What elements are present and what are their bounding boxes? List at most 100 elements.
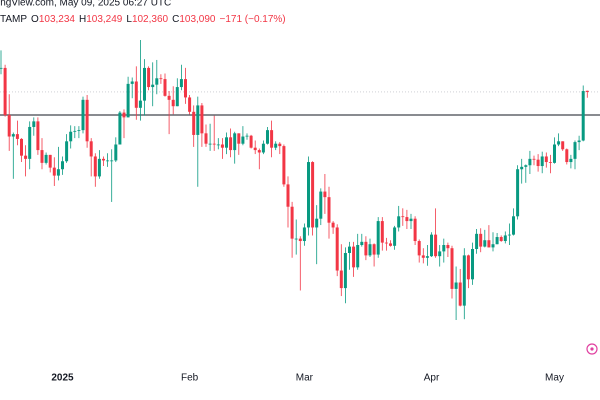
candle-body bbox=[229, 137, 233, 151]
candle-body bbox=[393, 227, 397, 246]
candle-body bbox=[327, 197, 331, 223]
candle-body bbox=[233, 133, 237, 151]
candle-body bbox=[446, 245, 450, 249]
candle-body bbox=[315, 218, 319, 228]
candle-body bbox=[335, 227, 339, 271]
candle-body bbox=[130, 81, 134, 84]
readout-value: 102,360 bbox=[132, 14, 169, 25]
readout-label: C bbox=[172, 14, 179, 25]
candle-body bbox=[430, 234, 433, 257]
candle-body bbox=[397, 216, 401, 228]
ohlc-readout: TAMP O103,234 H103,249 L102,360 C103,090 −171… bbox=[0, 14, 286, 25]
candle-body bbox=[384, 242, 388, 244]
candle-body bbox=[7, 114, 11, 137]
readout-value: 103,090 bbox=[179, 14, 216, 25]
candle-body bbox=[577, 140, 581, 143]
x-tick-label: 2025 bbox=[51, 373, 74, 384]
candle-body bbox=[261, 143, 265, 153]
candle-body bbox=[573, 142, 577, 159]
chart-title: ingView.com, May 09, 2025 06:27 UTC bbox=[0, 0, 171, 9]
candle-body bbox=[118, 112, 122, 145]
candle-body bbox=[48, 154, 52, 168]
candle-body bbox=[73, 130, 77, 132]
candle-body bbox=[167, 95, 171, 100]
candle-body bbox=[212, 143, 216, 145]
candle-body bbox=[548, 162, 552, 163]
candle-body bbox=[565, 149, 569, 163]
candle-body bbox=[36, 121, 40, 151]
candle-body bbox=[266, 130, 269, 144]
candle-body bbox=[323, 191, 327, 198]
candle-body bbox=[331, 222, 335, 228]
candle-body bbox=[466, 255, 470, 280]
candle-body bbox=[585, 90, 589, 92]
candle-body bbox=[356, 245, 360, 268]
time-axis: 2025 Feb Mar Apr May bbox=[51, 373, 564, 384]
candle-body bbox=[376, 221, 380, 255]
candle-body bbox=[524, 165, 528, 167]
candle-body bbox=[196, 105, 200, 135]
candle-body bbox=[179, 79, 183, 88]
candle-body bbox=[417, 241, 421, 256]
symbol: TAMP bbox=[0, 14, 27, 25]
candle-body bbox=[389, 243, 392, 246]
candle-body bbox=[516, 169, 520, 217]
candle-body bbox=[134, 81, 138, 108]
x-tick-label: Feb bbox=[181, 373, 199, 384]
candle-body bbox=[122, 112, 126, 118]
candle-body bbox=[24, 155, 28, 159]
candle-body bbox=[77, 130, 81, 131]
candle-body bbox=[487, 240, 491, 248]
candle-body bbox=[188, 97, 192, 112]
candle-body bbox=[462, 255, 466, 306]
candle-body bbox=[15, 134, 19, 139]
readout-label: H bbox=[79, 14, 86, 25]
candle-body bbox=[253, 147, 257, 151]
candle-body bbox=[241, 136, 245, 144]
candle-body bbox=[307, 162, 310, 228]
candle-body bbox=[352, 246, 356, 268]
candle-body bbox=[553, 144, 556, 163]
candle-body bbox=[503, 235, 507, 242]
candle-body bbox=[364, 241, 368, 256]
candle-body bbox=[434, 234, 438, 257]
candle-body bbox=[40, 150, 44, 163]
candle-body bbox=[44, 154, 48, 163]
candle-body bbox=[171, 99, 175, 107]
candle-body bbox=[360, 241, 364, 246]
candle-body bbox=[491, 244, 495, 248]
x-tick-label: Apr bbox=[424, 373, 440, 384]
candle-body bbox=[184, 79, 187, 98]
candle-body bbox=[368, 244, 372, 256]
candle-body bbox=[163, 79, 167, 96]
candle-body bbox=[409, 218, 413, 222]
readout-label: L bbox=[126, 14, 132, 25]
candle-body bbox=[438, 251, 442, 257]
candle-body bbox=[520, 166, 524, 170]
candle-body bbox=[20, 138, 23, 156]
candle-body bbox=[372, 244, 376, 255]
candle-body bbox=[61, 161, 64, 170]
candle-body bbox=[0, 67, 3, 69]
candle-body bbox=[155, 78, 159, 85]
candle-body bbox=[159, 78, 163, 80]
candle-body bbox=[208, 143, 212, 145]
candle-body bbox=[81, 99, 85, 131]
candle-body bbox=[286, 184, 290, 207]
candle-body bbox=[175, 87, 179, 107]
candle-body bbox=[536, 159, 540, 167]
candle-body bbox=[147, 67, 151, 88]
candle-body bbox=[93, 156, 97, 177]
x-tick-label: Mar bbox=[296, 373, 314, 384]
readout-value: 103,249 bbox=[86, 14, 123, 25]
candle-body bbox=[56, 169, 60, 176]
candle-body bbox=[282, 146, 286, 185]
candle-body bbox=[245, 135, 249, 137]
candle-body bbox=[540, 156, 544, 167]
candle-body bbox=[65, 141, 69, 162]
candle-body bbox=[471, 249, 474, 280]
candle-body bbox=[298, 238, 302, 242]
candle-body bbox=[97, 158, 101, 177]
candle-body bbox=[425, 256, 429, 258]
